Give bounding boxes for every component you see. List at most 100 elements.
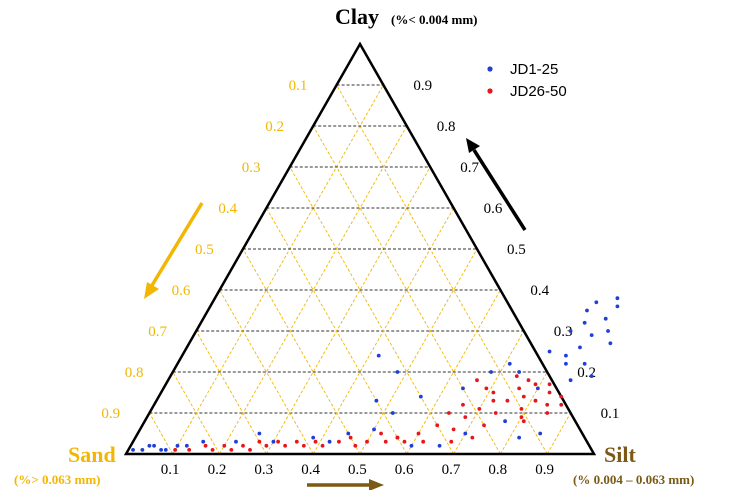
point-jd26-50-44	[547, 382, 552, 387]
clay-corner-label: Clay	[335, 4, 379, 29]
point-jd26-50-9	[257, 439, 262, 444]
point-jd1-25-43	[589, 333, 594, 337]
grid-line-sand-5	[242, 248, 361, 455]
point-jd26-50-40	[521, 394, 526, 399]
point-jd26-50-15	[313, 439, 318, 444]
point-jd1-25-38	[615, 296, 620, 301]
silt-direction-arrow	[307, 479, 384, 490]
point-jd26-50-34	[491, 398, 496, 403]
point-jd26-50-21	[379, 431, 383, 436]
point-jd26-50-41	[519, 407, 524, 411]
point-jd26-50-52	[514, 374, 519, 378]
point-jd1-25-7	[175, 443, 180, 448]
point-jd26-50-3	[203, 443, 208, 448]
point-jd26-50-45	[547, 390, 552, 395]
point-jd26-50-25	[416, 431, 421, 436]
grid-line-silt-8	[500, 371, 548, 455]
point-jd1-25-13	[311, 435, 316, 440]
legend-label-jd26-50: JD26-50	[510, 83, 567, 100]
point-jd26-50-8	[248, 448, 252, 452]
point-jd26-50-19	[353, 443, 358, 448]
point-jd26-50-20	[365, 439, 369, 444]
tick-silt-5: 0.5	[348, 462, 367, 478]
point-jd26-50-11	[276, 439, 280, 444]
point-jd1-25-39	[594, 300, 599, 305]
point-jd26-50-12	[283, 443, 288, 448]
ternary-grid	[149, 84, 571, 455]
clay-direction-arrow	[466, 138, 527, 231]
point-jd26-50-5	[222, 443, 227, 448]
silt-corner-sub: (% 0.004 – 0.063 mm)	[573, 472, 694, 487]
tick-clay-3: 0.7	[460, 160, 479, 176]
grid-line-silt-5	[359, 248, 478, 455]
point-jd1-25-11	[257, 431, 262, 436]
point-jd26-50-18	[348, 435, 353, 440]
tick-sand-3: 0.3	[242, 160, 261, 176]
tick-silt-8: 0.8	[488, 462, 507, 478]
point-jd1-25-29	[517, 370, 522, 374]
point-jd26-50-53	[533, 382, 538, 387]
grid-line-silt-7	[453, 330, 525, 455]
grid-line-sand-8	[172, 371, 220, 455]
point-jd26-50-31	[463, 415, 468, 419]
tick-sand-4: 0.4	[218, 201, 237, 217]
point-jd1-25-19	[437, 443, 442, 448]
point-jd26-50-7	[241, 443, 245, 448]
clay-corner-sub: (%< 0.004 mm)	[391, 12, 477, 27]
tick-labels: 0.9 0.8 0.7 0.6 0.5 0.4 0.3 0.2 0.1 0.1 0.2 0.3 0.4 0…	[101, 78, 619, 478]
point-jd26-50-54	[521, 419, 526, 424]
data-points	[131, 296, 620, 452]
tick-sand-2: 0.2	[265, 119, 284, 135]
grid-line-silt-9	[546, 412, 571, 455]
point-jd26-50-23	[395, 435, 400, 440]
grid-line-sand-3	[289, 166, 454, 455]
tick-silt-9: 0.9	[535, 462, 554, 478]
grid-line-silt-2	[219, 125, 408, 455]
point-jd26-50-43	[533, 398, 538, 403]
grid-line-silt-3	[266, 166, 431, 455]
point-jd1-25-30	[535, 386, 540, 391]
point-jd1-25-24	[390, 411, 395, 415]
tick-silt-6: 0.6	[395, 462, 414, 478]
point-jd1-25-10	[234, 439, 238, 444]
grid-line-silt-1	[172, 84, 384, 455]
point-jd26-50-2	[187, 448, 192, 452]
tick-clay-4: 0.6	[484, 201, 503, 217]
point-jd1-25-37	[615, 304, 620, 309]
point-jd26-50-50	[475, 378, 479, 383]
legend: JD1-25 JD26-50	[487, 61, 567, 100]
point-jd1-25-35	[608, 341, 613, 346]
point-jd1-25-2	[140, 448, 145, 452]
point-jd1-25-48	[503, 419, 507, 424]
point-jd1-25-27	[489, 370, 493, 374]
point-jd1-25-9	[201, 439, 206, 444]
legend-label-jd1-25: JD1-25	[510, 61, 558, 78]
point-jd26-50-37	[505, 398, 510, 403]
point-jd26-50-49	[559, 402, 564, 407]
tick-silt-7: 0.7	[442, 462, 461, 478]
point-jd1-25-28	[507, 361, 512, 366]
point-jd1-25-18	[409, 443, 414, 448]
tick-silt-2: 0.2	[208, 462, 227, 478]
point-jd1-25-41	[582, 320, 587, 325]
point-jd1-25-12	[271, 439, 276, 444]
point-jd26-50-39	[526, 378, 531, 383]
tick-clay-9: 0.1	[601, 406, 620, 422]
point-jd1-25-42	[568, 329, 573, 333]
legend-marker-jd1-25	[487, 66, 493, 72]
point-jd26-50-16	[320, 443, 325, 448]
point-jd26-50-48	[559, 394, 564, 399]
point-jd1-25-26	[461, 386, 465, 391]
point-jd26-50-32	[477, 407, 482, 411]
point-jd1-25-20	[463, 431, 468, 436]
tick-sand-9: 0.9	[101, 406, 120, 422]
point-jd1-25-47	[589, 374, 594, 378]
point-jd26-50-33	[491, 390, 496, 395]
point-jd26-50-6	[229, 448, 234, 452]
point-jd1-25-22	[395, 370, 400, 374]
tick-silt-3: 0.3	[254, 462, 273, 478]
grid-line-sand-2	[312, 125, 501, 455]
point-jd1-25-36	[603, 316, 608, 321]
point-jd26-50-56	[449, 439, 454, 444]
grid-line-sand-7	[195, 330, 267, 455]
